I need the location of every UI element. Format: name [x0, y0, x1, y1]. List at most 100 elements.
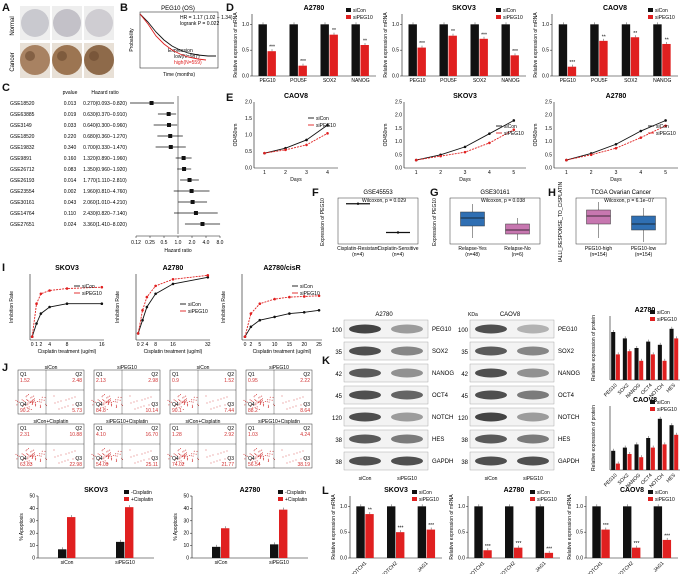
sig-stars: **: [332, 28, 336, 34]
bar: [650, 354, 655, 380]
event-dot: [27, 458, 29, 460]
legend-swatch: [650, 400, 655, 404]
event-dot: [108, 402, 110, 404]
legend-swatch: [124, 490, 129, 494]
event-dot: [167, 453, 169, 455]
row-label-normal: Normal: [10, 16, 16, 35]
event-dot: [173, 399, 175, 401]
quadrant-name: Q3: [227, 456, 234, 462]
legend-label: siPEG10: [504, 131, 524, 137]
event-dot: [61, 461, 63, 463]
protein-label: GAPDH: [432, 459, 453, 465]
data-point: [317, 294, 321, 298]
bar: [662, 43, 671, 76]
forest-tick-label: 4.0: [203, 240, 210, 246]
event-dot: [256, 454, 258, 456]
event-dot: [58, 408, 60, 410]
event-dot: [36, 400, 38, 402]
data-point: [565, 158, 568, 162]
event-dot: [260, 402, 262, 404]
data-point: [136, 332, 140, 335]
x-tick-label: 1: [565, 170, 568, 176]
event-dot: [254, 406, 256, 408]
event-dot: [32, 400, 34, 402]
bar: [417, 47, 426, 76]
panel-e-charts: CAOV8 OD450nm Days 0.0 0.5 1.0 1.5 2.0 1 2 3 4 siCon…: [233, 93, 678, 183]
event-dot: [183, 453, 185, 455]
data-point: [249, 325, 253, 329]
forest-hr: 0.640(0.300−0.960): [83, 123, 127, 129]
event-dot: [260, 454, 262, 456]
y-tick-label: 1.0: [242, 22, 249, 28]
ihc-images: Normal Cancer: [10, 6, 114, 78]
event-dot: [108, 453, 110, 455]
quadrant-name: Q4: [20, 402, 27, 408]
event-dot: [32, 402, 34, 404]
y-tick-label: 1.0: [340, 504, 347, 510]
event-dot: [120, 396, 122, 398]
event-dot: [184, 453, 186, 455]
km-xlabel: Time (months): [163, 72, 195, 78]
chart-title: GSE45553: [363, 190, 393, 196]
data-point: [284, 148, 287, 152]
event-dot: [264, 400, 266, 402]
data-point: [614, 146, 618, 150]
event-dot: [185, 452, 187, 454]
forest-hr: 2.060(1.010−4.210): [83, 200, 127, 206]
event-dot: [272, 396, 274, 398]
category-n: (n=154): [635, 252, 653, 258]
x-tick-label: 1: [35, 342, 38, 348]
y-tick-label: 0.5: [340, 530, 347, 536]
chart-J1: SKOV3 % Apoptosis 0 10 20 30 40 50 siCon siPEG10 -…: [19, 487, 154, 566]
event-dot: [27, 448, 29, 450]
event-dot: [258, 397, 260, 399]
panel-label-c: C: [2, 82, 10, 94]
data-point: [39, 292, 43, 296]
event-dot: [206, 402, 208, 404]
quadrant-value: 54.09: [96, 462, 109, 468]
event-dot: [106, 397, 108, 399]
blot-band: [349, 412, 381, 422]
event-dot: [259, 399, 261, 401]
event-dot: [129, 449, 131, 451]
event-dot: [15, 453, 17, 455]
category-label: Relapse-No: [504, 246, 531, 252]
event-dot: [41, 396, 43, 398]
event-dot: [116, 459, 118, 461]
data-point: [512, 128, 516, 132]
event-dot: [260, 399, 262, 401]
event-dot: [266, 401, 268, 403]
lane-label: siPEG10: [397, 476, 417, 482]
event-dot: [254, 399, 256, 401]
event-dot: [190, 401, 192, 403]
category-label: JAG1: [534, 560, 547, 573]
category-label: SOX2: [473, 78, 487, 84]
quadrant-name: Q1: [248, 372, 255, 378]
event-dot: [192, 459, 194, 461]
series-line: [264, 132, 328, 154]
event-dot: [253, 450, 255, 452]
panel-fgh-charts: GSE45553 Wilcoxon, p = 0.029 Expression of…: [320, 182, 667, 262]
event-dot: [102, 449, 104, 451]
quadrant-value: 74.02: [172, 462, 185, 468]
event-dot: [188, 454, 190, 456]
legend-label: siCon: [655, 8, 668, 14]
event-dot: [261, 395, 263, 397]
event-dot: [136, 454, 138, 456]
quadrant-value: 84.8: [96, 408, 106, 414]
bar: [639, 360, 644, 380]
bar: [558, 24, 568, 76]
x-tick-label: 20: [301, 342, 307, 348]
event-dot: [117, 399, 119, 401]
event-dot: [150, 396, 152, 398]
event-dot: [64, 406, 66, 408]
data-point: [326, 132, 329, 135]
data-point: [302, 295, 306, 298]
data-point: [100, 302, 104, 305]
quadrant-value: 2.92: [224, 432, 234, 438]
quadrant-name: Q2: [75, 372, 82, 378]
event-dot: [254, 460, 256, 462]
quadrant-value: 0.95: [248, 378, 258, 384]
bar: [632, 547, 641, 558]
event-dot: [178, 449, 180, 451]
